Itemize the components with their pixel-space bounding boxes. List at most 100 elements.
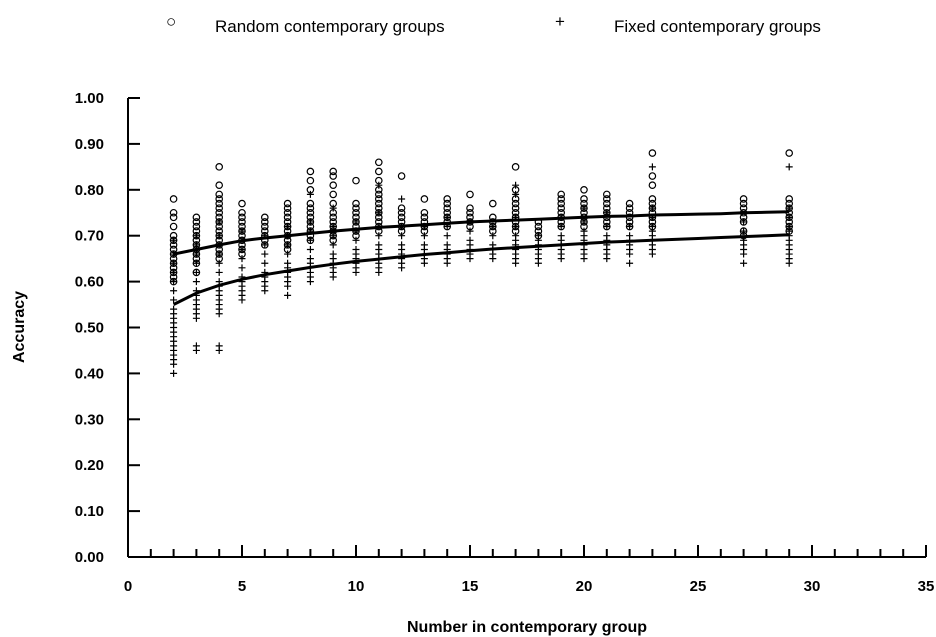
fixed-point (261, 232, 269, 240)
random-point (215, 195, 224, 203)
fixed-point (170, 259, 178, 267)
fixed-point (420, 232, 428, 240)
random-point (580, 195, 588, 203)
fixed-point (170, 369, 178, 377)
random-point (374, 195, 383, 203)
fixed-point (261, 250, 269, 258)
fixed-point (352, 268, 360, 276)
fixed-point (284, 282, 292, 290)
random-point (238, 199, 246, 208)
x-tick-label: 10 (348, 578, 365, 595)
fixed-point (329, 241, 337, 249)
fixed-point (626, 250, 634, 258)
fixed-point (443, 232, 451, 240)
random-point (374, 167, 383, 176)
fixed-point (557, 213, 565, 221)
fixed-point (306, 245, 314, 253)
fixed-point (306, 190, 314, 198)
x-tick-label: 0 (124, 578, 132, 595)
fixed-point (215, 241, 223, 249)
fixed-point (603, 209, 611, 217)
data-points (169, 149, 794, 377)
random-point (283, 208, 292, 217)
fixed-point (306, 278, 314, 286)
random-point (580, 186, 588, 194)
random-point (306, 204, 315, 212)
legend-label-fixed: Fixed contemporary groups (614, 17, 821, 36)
random-point (215, 181, 224, 190)
fixed-point (466, 218, 474, 226)
random-point (488, 199, 497, 208)
fixed-point (603, 255, 611, 263)
random-point (306, 208, 315, 217)
fixed-point (192, 259, 200, 267)
random-point (169, 222, 178, 231)
random-point (557, 190, 566, 199)
random-point (352, 208, 360, 217)
random-point (215, 208, 224, 217)
fixed-point (785, 163, 793, 171)
fixed-point (557, 255, 565, 263)
random-point (602, 195, 611, 203)
fixed-point (306, 236, 314, 244)
fixed-point (398, 223, 406, 231)
fixed-point (580, 255, 588, 263)
fixed-point (466, 255, 474, 263)
random-point (397, 204, 406, 212)
x-tick-label: 5 (238, 578, 246, 595)
fixed-point (648, 213, 656, 221)
fixed-point (284, 250, 292, 258)
random-point (329, 181, 338, 190)
fixed-point (489, 255, 497, 263)
y-tick-label: 0.30 (75, 411, 104, 428)
random-point (602, 190, 611, 199)
random-point (511, 199, 520, 208)
random-point (283, 204, 292, 212)
random-point (511, 204, 520, 212)
fixed-point (261, 259, 269, 267)
fixed-point (329, 232, 337, 240)
random-point (329, 213, 338, 222)
fixed-point (215, 310, 223, 318)
random-point (785, 149, 794, 157)
y-tick-label: 0.70 (75, 228, 104, 245)
fixed-point (352, 227, 360, 235)
fixed-point (192, 241, 200, 249)
fixed-point (215, 218, 223, 226)
fixed-point (785, 259, 793, 267)
fixed-point (443, 223, 451, 231)
fixed-point (375, 268, 383, 276)
fixed-point (215, 259, 223, 267)
random-point (466, 204, 474, 212)
fixed-point (170, 278, 178, 286)
random-point (488, 213, 497, 222)
fixed-point (443, 259, 451, 267)
y-tick-label: 0.10 (75, 503, 104, 520)
random-point (420, 213, 429, 222)
random-point (192, 218, 201, 226)
fixed-point (284, 241, 292, 249)
random-point (534, 218, 543, 226)
fixed-point (215, 232, 223, 240)
random-point (739, 204, 748, 212)
fixed-point (398, 195, 406, 203)
legend: ○ Random contemporary groups + Fixed con… (166, 12, 821, 36)
random-point (374, 199, 383, 208)
random-point (169, 208, 178, 217)
random-point (238, 208, 246, 217)
y-tick-label: 0.60 (75, 274, 104, 291)
random-point (306, 167, 315, 176)
fixed-point (512, 181, 520, 189)
fixed-point (740, 250, 748, 258)
x-tick-label: 35 (918, 578, 935, 595)
random-point (397, 208, 406, 217)
random-point (215, 190, 224, 199)
random-point (443, 199, 452, 208)
random-point (192, 213, 201, 222)
random-point (739, 195, 748, 203)
random-point (306, 176, 315, 185)
legend-label-random: Random contemporary groups (215, 17, 445, 36)
fixed-point (238, 236, 246, 244)
fixed-point (215, 346, 223, 354)
random-point (443, 204, 452, 212)
